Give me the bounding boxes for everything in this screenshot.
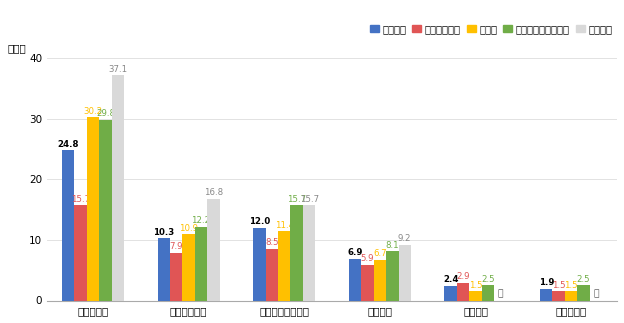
Bar bbox=[278, 231, 290, 300]
Bar bbox=[157, 238, 170, 300]
Bar bbox=[540, 289, 552, 300]
Bar bbox=[577, 285, 590, 300]
Bar bbox=[349, 259, 361, 300]
Text: 9.2: 9.2 bbox=[398, 234, 411, 243]
Bar bbox=[62, 150, 74, 300]
Text: 16.8: 16.8 bbox=[204, 188, 223, 197]
Bar bbox=[207, 199, 220, 300]
Bar bbox=[386, 251, 399, 300]
Bar bbox=[361, 265, 374, 300]
Text: 7.9: 7.9 bbox=[169, 242, 183, 251]
Bar bbox=[87, 117, 99, 300]
Text: 2.5: 2.5 bbox=[481, 275, 495, 284]
Bar bbox=[253, 228, 266, 300]
Bar bbox=[182, 234, 195, 300]
Text: 29.8: 29.8 bbox=[96, 109, 115, 118]
Bar bbox=[112, 76, 124, 300]
Text: （社）: （社） bbox=[7, 43, 26, 53]
Text: 2.9: 2.9 bbox=[456, 272, 470, 281]
Bar bbox=[399, 245, 411, 300]
Bar bbox=[303, 205, 315, 300]
Text: －: － bbox=[593, 290, 599, 299]
Bar bbox=[482, 285, 494, 300]
Text: 2.5: 2.5 bbox=[577, 275, 590, 284]
Text: 8.1: 8.1 bbox=[386, 241, 399, 250]
Bar bbox=[99, 120, 112, 300]
Text: 11.4: 11.4 bbox=[275, 221, 294, 230]
Bar bbox=[195, 226, 207, 300]
Bar bbox=[457, 283, 469, 300]
Text: 12.0: 12.0 bbox=[249, 217, 270, 226]
Text: 10.3: 10.3 bbox=[153, 227, 174, 236]
Bar bbox=[552, 291, 565, 300]
Text: 30.2: 30.2 bbox=[84, 107, 102, 116]
Text: 37.1: 37.1 bbox=[108, 65, 127, 74]
Text: 6.9: 6.9 bbox=[348, 248, 363, 257]
Bar bbox=[444, 286, 457, 300]
Text: 15.7: 15.7 bbox=[287, 195, 306, 204]
Bar bbox=[170, 253, 182, 300]
Bar bbox=[374, 260, 386, 300]
Text: 1.5: 1.5 bbox=[469, 281, 482, 290]
Text: 8.5: 8.5 bbox=[265, 238, 278, 247]
Text: 10.9: 10.9 bbox=[179, 224, 198, 233]
Text: 5.9: 5.9 bbox=[361, 254, 374, 263]
Text: 2.4: 2.4 bbox=[443, 276, 459, 285]
Text: －: － bbox=[497, 290, 503, 299]
Bar bbox=[290, 205, 303, 300]
Text: 6.7: 6.7 bbox=[373, 249, 387, 258]
Bar bbox=[74, 205, 87, 300]
Text: 24.8: 24.8 bbox=[57, 140, 79, 149]
Text: 12.2: 12.2 bbox=[192, 216, 210, 225]
Text: 1.9: 1.9 bbox=[539, 278, 554, 287]
Bar bbox=[565, 291, 577, 300]
Bar bbox=[469, 291, 482, 300]
Text: 1.5: 1.5 bbox=[564, 281, 578, 290]
Text: 15.7: 15.7 bbox=[71, 195, 90, 204]
Text: 1.5: 1.5 bbox=[552, 281, 565, 290]
Legend: 理糸全体, 機械・電気糸, 情報糸, 化学・農学・薬学糸, （文糸）: 理糸全体, 機械・電気糸, 情報糸, 化学・農学・薬学糸, （文糸） bbox=[369, 24, 612, 34]
Bar bbox=[266, 249, 278, 300]
Text: 15.7: 15.7 bbox=[300, 195, 319, 204]
